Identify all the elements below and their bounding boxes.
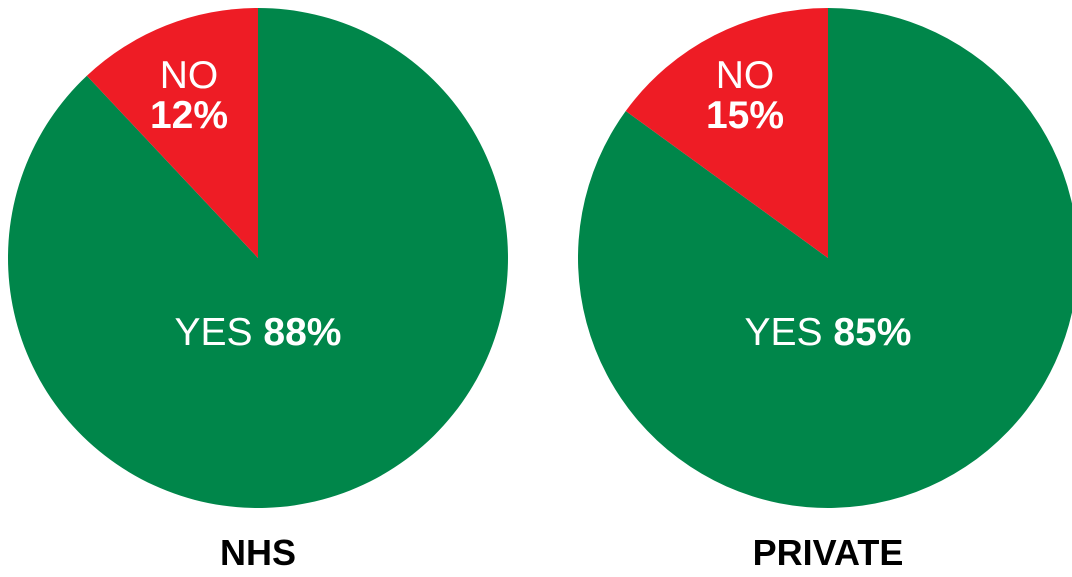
pie-slice-no [625,8,828,258]
chart-title: PRIVATE [753,532,904,573]
slice-label-value: 85% [833,311,911,354]
slice-label-no-value: 15% [706,94,784,137]
chart-title: NHS [220,532,296,573]
slice-label-value: 88% [263,311,341,354]
slice-label-no-value: 12% [150,94,228,137]
slice-label-yes: YES 88% [175,311,342,354]
pie-slice-yes [7,8,508,508]
slice-label-no-name: NO [716,54,775,97]
slice-label-yes: YES 85% [745,311,912,354]
pie-slice-yes [578,8,1072,508]
slice-label-name: YES [175,311,264,354]
pie-slice-no [86,8,258,258]
slice-label-name: YES [745,311,834,354]
slice-label-no-name: NO [160,54,219,97]
